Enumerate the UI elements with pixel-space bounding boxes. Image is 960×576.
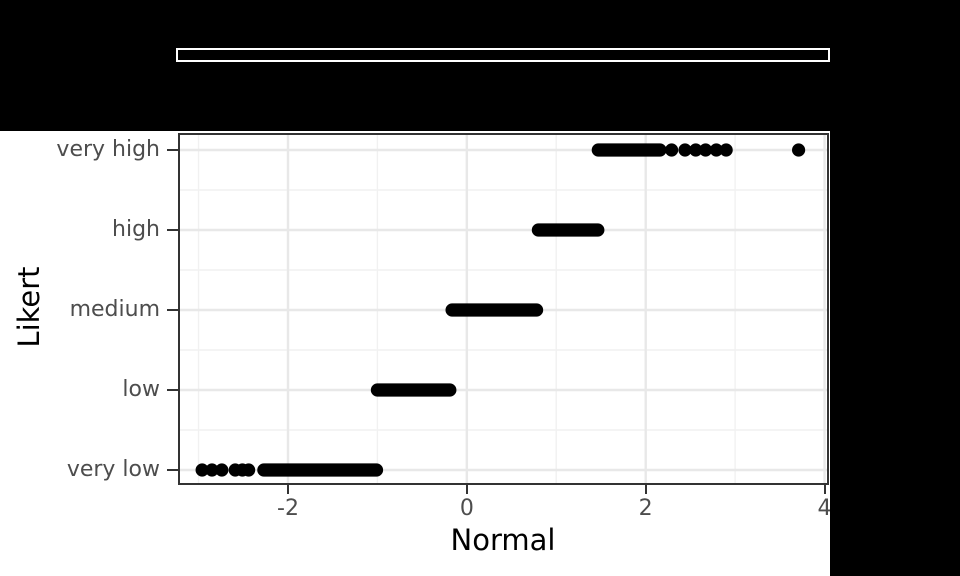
x-tick-label: 0 <box>459 496 474 521</box>
data-point <box>205 463 219 477</box>
data-point <box>242 463 256 477</box>
y-tick-label: medium <box>69 297 160 322</box>
x-tick-mark <box>286 485 289 494</box>
x-tick-label: 4 <box>817 496 830 521</box>
y-tick-label: very low <box>66 457 160 482</box>
x-tick-mark <box>644 485 647 494</box>
y-tick-label: high <box>112 217 160 242</box>
y-tick-mark <box>167 389 178 391</box>
y-tick-mark <box>167 229 178 231</box>
data-point <box>665 143 679 157</box>
data-point <box>709 143 723 157</box>
x-tick-mark <box>465 485 468 494</box>
data-point <box>195 463 209 477</box>
y-tick-label: very high <box>56 137 160 162</box>
data-point <box>698 143 713 157</box>
figure-area: very low low medium high very high -2 0 2 4 Nor… <box>0 131 830 576</box>
plot-panel <box>178 133 829 485</box>
panel-border <box>178 133 829 485</box>
y-tick-label: low <box>122 377 160 402</box>
y-tick-mark <box>167 469 178 471</box>
data-point <box>719 143 733 157</box>
y-tick-mark <box>167 309 178 311</box>
title-banner <box>176 48 830 62</box>
x-tick-label: 2 <box>638 496 653 521</box>
y-tick-mark <box>167 149 178 151</box>
data-point <box>678 143 692 157</box>
y-axis-title: Likert <box>12 266 46 348</box>
data-point <box>791 143 806 157</box>
x-axis-title: Normal <box>450 523 556 557</box>
x-tick-label: -2 <box>277 496 299 521</box>
data-point <box>689 143 703 157</box>
x-tick-mark <box>823 485 826 494</box>
data-point <box>215 463 229 477</box>
